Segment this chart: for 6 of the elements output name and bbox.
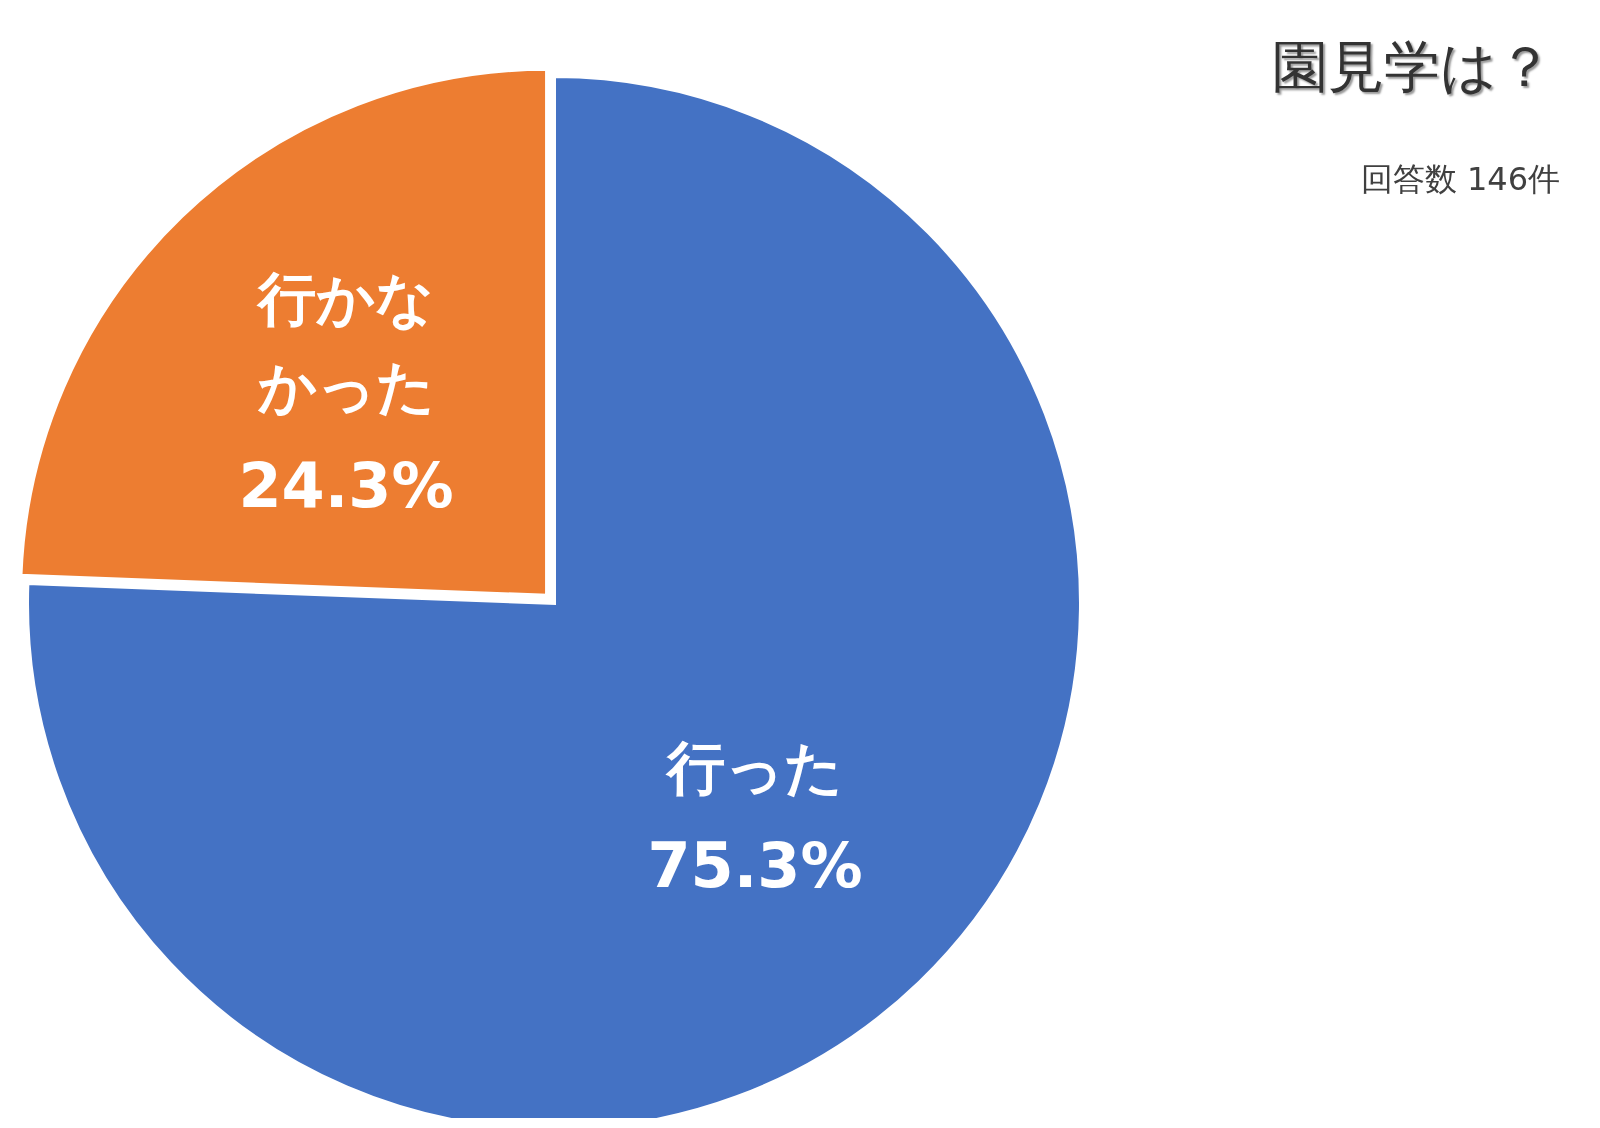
slice-label: 行った (665, 733, 844, 802)
data-label: 24.3% (238, 448, 454, 522)
slice-label: 行かなかった (256, 265, 435, 421)
text: 園見学は？ (1272, 34, 1553, 99)
data-label: 75.3% (647, 829, 863, 903)
text: 回答数 146件 (1360, 160, 1560, 198)
